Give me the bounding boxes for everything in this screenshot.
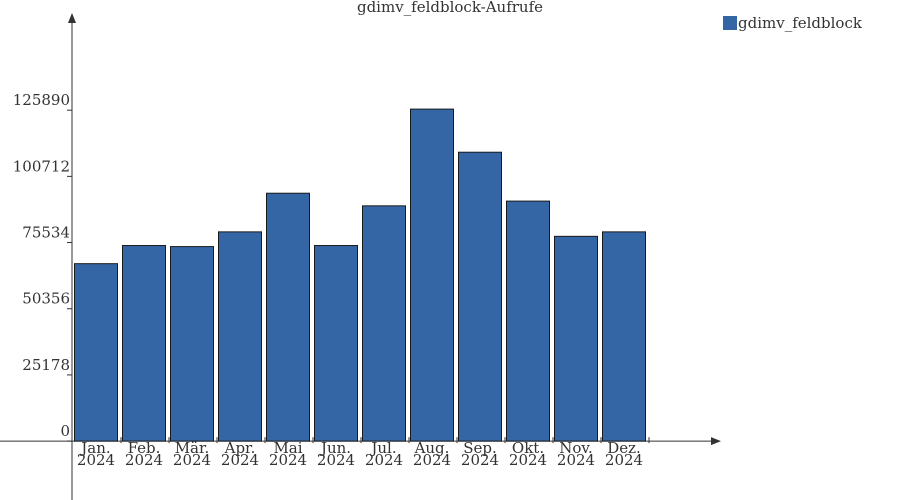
y-tick-label: 50356	[22, 290, 70, 308]
y-tick-label: 75534	[22, 224, 70, 242]
y-tick-label: 125890	[13, 91, 70, 109]
y-axis-arrow	[68, 13, 76, 23]
x-tick-label: 2024	[509, 451, 547, 469]
x-tick-label: 2024	[317, 451, 355, 469]
bar	[122, 245, 166, 442]
bar	[362, 205, 406, 442]
bar	[218, 231, 262, 442]
x-tick-label: 2024	[125, 451, 163, 469]
x-tick-label: 2024	[461, 451, 499, 469]
x-tick-label: 2024	[77, 451, 115, 469]
x-tick-label: 2024	[221, 451, 259, 469]
bar	[602, 231, 646, 442]
y-tick-label: 0	[60, 422, 70, 440]
y-tick-label: 25178	[22, 356, 70, 374]
x-tick-label: Apr.	[224, 439, 256, 457]
x-tick-label: Mai	[273, 439, 302, 457]
y-tick-label: 100712	[13, 157, 70, 175]
bar	[266, 192, 310, 442]
x-tick-label: Mär.	[175, 439, 210, 457]
x-tick-label: 2024	[365, 451, 403, 469]
x-tick-label: Jul.	[369, 439, 396, 457]
x-tick-label: Nov.	[559, 439, 593, 457]
bar	[170, 246, 214, 442]
bar	[554, 235, 598, 442]
x-tick-label: Okt.	[512, 439, 544, 457]
x-tick-label: Aug.	[414, 439, 450, 457]
x-axis-arrow	[711, 437, 721, 446]
x-tick-label: 2024	[269, 451, 307, 469]
x-tick-label: Jan.	[79, 439, 110, 457]
bar	[314, 245, 358, 442]
x-tick-label: Feb.	[128, 439, 161, 457]
legend-swatch	[723, 16, 737, 30]
chart-title: gdimv_feldblock-Aufrufe	[357, 0, 543, 16]
x-tick-label: 2024	[173, 451, 211, 469]
bar	[410, 108, 454, 442]
x-tick-label: Jun.	[319, 439, 351, 457]
x-tick-label: 2024	[413, 451, 451, 469]
x-tick-label: 2024	[605, 451, 643, 469]
bar	[506, 200, 550, 442]
x-tick-label: 2024	[557, 451, 595, 469]
bar	[458, 151, 502, 442]
x-tick-label: Dez.	[607, 439, 641, 457]
bar	[74, 263, 118, 442]
x-tick-label: Sep.	[463, 439, 497, 457]
legend-label: gdimv_feldblock	[738, 14, 863, 32]
